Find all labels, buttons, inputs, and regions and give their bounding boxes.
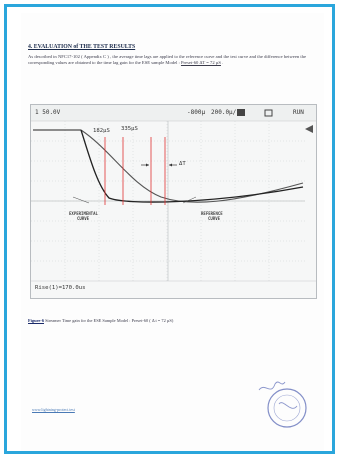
reference-curve [80,129,304,203]
scope-time-offset: -800µ [187,109,206,116]
trigger-level-marker [305,125,313,133]
section-heading: 4. EVALUATION of THE TEST RESULTS [28,44,136,50]
scope-header-bar [31,105,316,121]
experimental-curve [80,129,304,203]
paragraph-end: . [220,60,224,65]
marker-label-335: 335µS [121,126,138,132]
oscilloscope-screenshot: 1 50.0V -800µ 200.0µ/ RUN 182µS 335µS ΔT… [30,104,317,299]
scope-stop-icon [264,109,273,117]
seal-stamp-icon [258,381,307,428]
exp-pointer [72,196,90,204]
delta-t-label: ΔT [179,161,186,167]
scope-run-status: RUN [293,109,304,116]
reference-label-2: CURVE [208,216,221,221]
paragraph-result: Preset-60 ΔT = 72 µS [180,60,221,65]
marker-label-182: 182µS [93,128,110,134]
experimental-label-1: EXPERIMENTAL [69,211,98,216]
scope-time-div: 200.0µ/ [211,109,237,116]
scope-channel-icon [237,109,245,116]
reference-label-1: REFERENCE [201,211,223,216]
footer-link[interactable]: www.lightning-protect.test [32,407,75,412]
scope-volts-div: 1 50.0V [35,109,61,116]
ref-pointer [182,196,197,204]
scope-rise-readout: Rise(1)=170.0us [35,285,86,291]
paragraph-text: As described in NFC17-102 ( Appendix C )… [28,54,306,65]
oscilloscope-plot [31,105,316,282]
body-paragraph: As described in NFC17-102 ( Appendix C )… [28,54,306,66]
figure-caption: Figure-6 Streamer Time gain for the ESE … [28,318,173,323]
figure-caption-text: Streamer Time gain for the ESE Sample Mo… [44,318,174,323]
experimental-label-2: CURVE [77,216,90,221]
scope-grid [31,121,305,281]
figure-caption-label: Figure-6 [28,318,45,323]
